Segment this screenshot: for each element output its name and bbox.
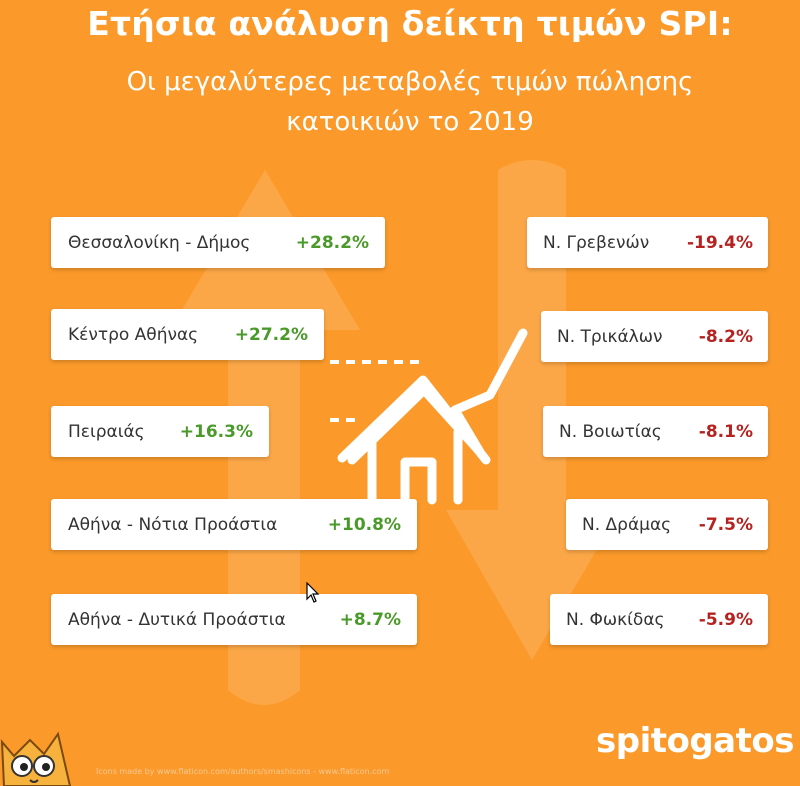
change-value: +8.7% xyxy=(339,609,401,630)
house-trend-icon xyxy=(337,328,528,505)
decrease-card: Ν. Φωκίδας -5.9% xyxy=(550,594,768,645)
increase-card: Πειραιάς +16.3% xyxy=(51,406,269,457)
region-label: Πειραιάς xyxy=(68,421,145,442)
increase-card: Αθήνα - Νότια Προάστια +10.8% xyxy=(51,499,417,550)
decrease-card: Ν. Γρεβενών -19.4% xyxy=(527,217,768,268)
region-label: Ν. Φωκίδας xyxy=(566,609,665,630)
decrease-card: Ν. Βοιωτίας -8.1% xyxy=(543,406,768,457)
change-value: -19.4% xyxy=(686,232,753,253)
change-value: -8.1% xyxy=(698,421,753,442)
subtitle-line-1: Οι μεγαλύτερες μεταβολές τιμών πώλησης xyxy=(126,67,694,97)
region-label: Ν. Δράμας xyxy=(582,514,672,535)
brand-logo: spitogatos xyxy=(596,721,794,761)
change-value: -8.2% xyxy=(698,326,753,347)
region-label: Αθήνα - Δυτικά Προάστια xyxy=(68,609,286,630)
increase-card: Αθήνα - Δυτικά Προάστια +8.7% xyxy=(51,594,417,645)
region-label: Ν. Βοιωτίας xyxy=(559,421,662,442)
icon-credit: Icons made by www.flaticon.com/authors/s… xyxy=(96,767,390,776)
page-subtitle: Οι μεγαλύτερες μεταβολές τιμών πώλησης κ… xyxy=(0,62,800,142)
region-label: Αθήνα - Νότια Προάστια xyxy=(68,514,278,535)
increase-card: Θεσσαλονίκη - Δήμος +28.2% xyxy=(51,217,385,268)
region-label: Ν. Τρικάλων xyxy=(557,326,663,347)
cat-mascot-icon xyxy=(0,731,72,786)
subtitle-line-2: κατοικιών το 2019 xyxy=(286,107,534,137)
page-title: Ετήσια ανάλυση δείκτη τιμών SPI: xyxy=(87,4,733,43)
decrease-card: Ν. Δράμας -7.5% xyxy=(566,499,768,550)
change-value: +16.3% xyxy=(179,421,253,442)
increase-card: Κέντρο Αθήνας +27.2% xyxy=(51,309,324,360)
region-label: Κέντρο Αθήνας xyxy=(68,324,199,345)
mouse-cursor-icon xyxy=(306,582,320,603)
change-value: +10.8% xyxy=(327,514,401,535)
decrease-card: Ν. Τρικάλων -8.2% xyxy=(541,311,768,362)
change-value: +28.2% xyxy=(295,232,369,253)
change-value: +27.2% xyxy=(234,324,308,345)
region-label: Ν. Γρεβενών xyxy=(543,232,650,253)
change-value: -7.5% xyxy=(698,514,753,535)
region-label: Θεσσαλονίκη - Δήμος xyxy=(68,232,251,253)
change-value: -5.9% xyxy=(698,609,753,630)
